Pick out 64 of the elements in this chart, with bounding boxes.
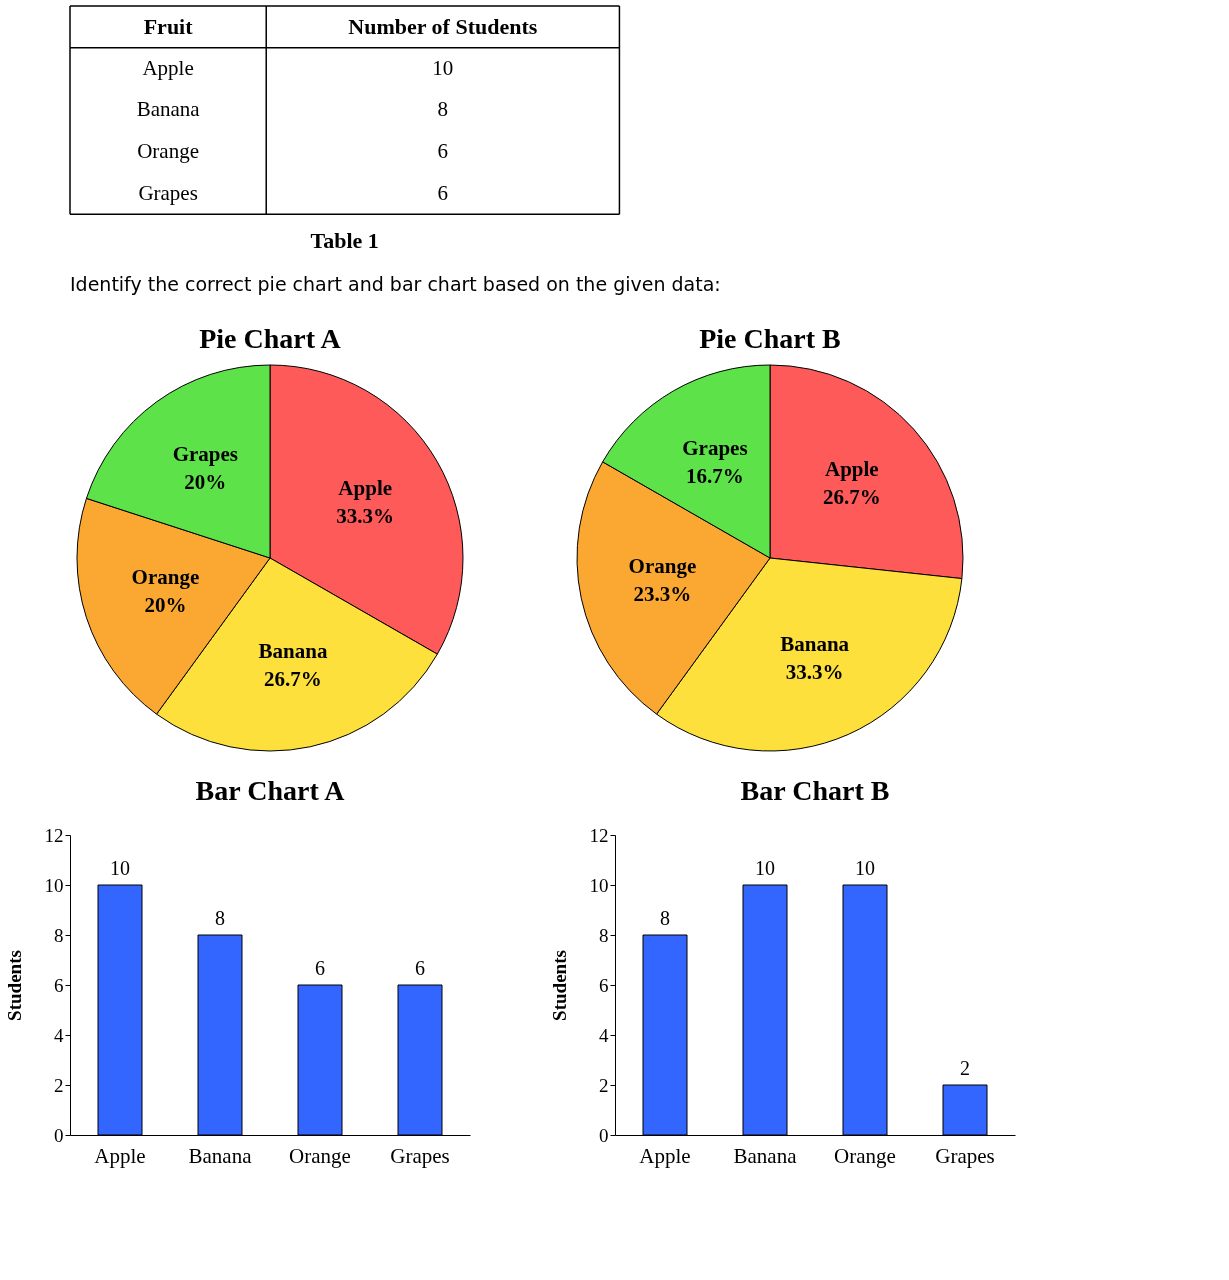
slice-label: Grapes xyxy=(172,442,239,467)
y-axis-title: Students xyxy=(548,950,570,1021)
data-label: 26.7% xyxy=(264,666,322,691)
chart-title: Pie Chart A xyxy=(199,323,342,354)
x-tick-label: Apple xyxy=(94,1143,146,1168)
category-label: Orange xyxy=(137,138,200,163)
x-tick-label: Orange xyxy=(834,1143,896,1168)
y-tick-label: 6 xyxy=(599,974,609,996)
y-tick-label: 4 xyxy=(599,1024,609,1046)
slice-label: Orange xyxy=(628,553,697,578)
data-label: 2 xyxy=(960,1057,970,1079)
data-label: 6 xyxy=(415,957,425,979)
data-label: 20% xyxy=(184,470,227,495)
data-label: 8 xyxy=(215,907,225,929)
y-tick-label: 10 xyxy=(44,874,64,896)
y-tick-label: 2 xyxy=(599,1074,609,1096)
y-tick-label: 0 xyxy=(54,1124,64,1146)
y-tick-label: 10 xyxy=(589,874,609,896)
text: Fruit xyxy=(143,13,194,39)
x-tick-label: Grapes xyxy=(390,1143,450,1168)
data-label: 33.3% xyxy=(336,503,395,528)
data-label: 10 xyxy=(755,857,775,879)
data-label: 10 xyxy=(855,857,875,879)
x-tick-label: Banana xyxy=(733,1143,798,1168)
y-axis-title: Students xyxy=(3,950,25,1021)
chart-title: Bar Chart B xyxy=(740,775,890,806)
data-label: 26.7% xyxy=(822,485,881,510)
data-label: 10 xyxy=(432,55,454,80)
chart-title: Bar Chart A xyxy=(195,775,346,806)
slice-label: Orange xyxy=(131,564,200,589)
x-tick-label: Banana xyxy=(188,1143,253,1168)
category-label: Grapes xyxy=(138,180,198,205)
slice-label: Banana xyxy=(780,631,850,656)
data-label: 33.3% xyxy=(785,659,844,684)
category-label: Apple xyxy=(142,55,194,80)
x-tick-label: Orange xyxy=(289,1143,351,1168)
category-label: Banana xyxy=(136,97,201,122)
text: Number of Students xyxy=(348,13,538,39)
y-tick-label: 2 xyxy=(54,1074,64,1096)
data-label: 6 xyxy=(315,957,325,979)
data-label: 6 xyxy=(437,138,449,163)
chart-title: Pie Chart B xyxy=(699,323,841,354)
data-label: 8 xyxy=(437,97,449,122)
y-tick-label: 8 xyxy=(599,924,609,946)
x-tick-label: Apple xyxy=(639,1143,691,1168)
y-tick-label: 8 xyxy=(54,924,64,946)
data-label: 6 xyxy=(437,180,449,205)
data-label: 20% xyxy=(144,592,187,617)
slice-label: Apple xyxy=(338,475,393,500)
text: Identify the correct pie chart and bar chart based on the given data: xyxy=(70,273,721,296)
data-label: 23.3% xyxy=(633,581,692,606)
y-tick-label: 4 xyxy=(54,1024,64,1046)
slice-label: Apple xyxy=(824,457,879,482)
x-tick-label: Grapes xyxy=(935,1143,995,1168)
slice-label: Grapes xyxy=(682,435,748,460)
y-tick-label: 6 xyxy=(54,974,64,996)
y-tick-label: 12 xyxy=(44,824,64,846)
y-tick-label: 0 xyxy=(599,1124,609,1146)
y-tick-label: 12 xyxy=(589,824,609,846)
data-label: 10 xyxy=(110,857,130,879)
data-label: 8 xyxy=(660,907,670,929)
slice-label: Banana xyxy=(258,638,328,663)
data-label: 16.7% xyxy=(686,463,744,488)
text: Table 1 xyxy=(310,228,379,254)
